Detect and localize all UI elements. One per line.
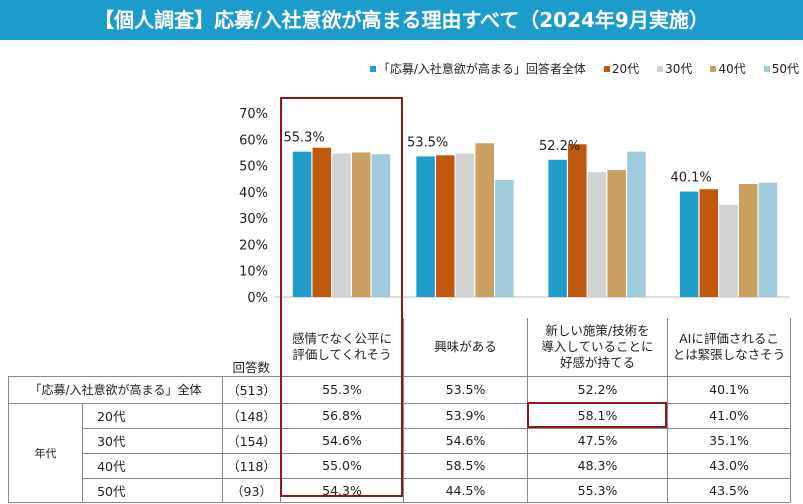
bar: [455, 153, 475, 297]
column-header: 興味がある: [403, 318, 528, 377]
data-label: 40.1%: [670, 171, 711, 186]
response-count: （154）: [222, 427, 281, 454]
bar: [699, 189, 719, 297]
column-header: AIに評価されるこ とは緊張しなさそう: [667, 318, 791, 377]
table-row: 40代 （118） 55.0% 58.5% 48.3% 43.0%: [9, 452, 791, 479]
bar: [475, 143, 494, 297]
table-cell: 54.6%: [280, 427, 404, 454]
table-corner: [9, 318, 223, 376]
table-cell: 55.0%: [280, 452, 404, 479]
table-cell: 48.3%: [527, 452, 668, 479]
table-cell: 52.2%: [527, 375, 668, 404]
response-count: （118）: [222, 452, 281, 479]
legend-item: 30代: [657, 60, 692, 77]
group-label: 年代: [7, 402, 84, 503]
legend-item: 20代: [603, 60, 640, 77]
column-header: 感情でなく公平に 評価してくれそう: [280, 318, 404, 377]
table-cell: 55.3%: [527, 477, 668, 503]
bar: [758, 182, 778, 297]
row-label: 50代: [82, 477, 223, 503]
table-cell: 58.5%: [403, 452, 528, 479]
row-label: 20代: [82, 402, 223, 429]
legend-item: 50代: [763, 60, 799, 77]
legend-label: 40代: [718, 62, 746, 76]
bar: [548, 159, 567, 297]
table-cell: 43.0%: [667, 452, 791, 479]
bar: [568, 144, 587, 297]
bar: [332, 153, 351, 297]
table-row: 年代 20代 （148） 56.8% 53.9% 58.1% 41.0%: [7, 402, 791, 503]
table-cell: 58.1%: [527, 402, 668, 429]
table-cell: 41.0%: [667, 402, 791, 429]
table-row: 「応募/入社意欲が高まる」全体 （513） 55.3% 53.5% 52.2% 40.1%: [8, 375, 791, 404]
table-cell: 53.5%: [403, 375, 528, 404]
table-cell: 55.3%: [280, 375, 404, 404]
response-count: （513）: [222, 375, 281, 404]
table-cell: 44.5%: [403, 477, 528, 503]
bar: [351, 152, 371, 297]
row-label: 「応募/入社意欲が高まる」全体: [8, 375, 223, 404]
bar: [738, 183, 758, 297]
bar: [627, 151, 646, 297]
bar: [416, 156, 435, 297]
table-cell: 35.1%: [667, 427, 791, 454]
page-title: 【個人調査】応募/入社意欲が高まる理由すべて（2024年9月実施）: [0, 0, 803, 40]
table-cell: 43.5%: [667, 477, 791, 503]
y-tick-label: 20%: [239, 238, 268, 253]
table-row: 30代 （154） 54.6% 54.6% 47.5% 35.1%: [9, 427, 791, 454]
table-cell: 53.9%: [403, 402, 528, 429]
y-tick-label: 60%: [239, 133, 268, 148]
legend: 「応募/入社意欲が高まる」回答者全体 20代 30代 40代 50代: [290, 60, 799, 77]
table-row: 50代 （93） 54.3% 44.5% 55.3% 43.5%: [9, 477, 791, 503]
count-header: 回答数: [222, 318, 281, 376]
bar: [495, 180, 514, 297]
data-label: 55.3%: [283, 131, 324, 146]
legend-item: 40代: [710, 60, 746, 77]
y-tick-label: 40%: [239, 186, 268, 201]
table-cell: 47.5%: [527, 427, 668, 454]
bar: [436, 155, 455, 297]
response-count: （93）: [222, 477, 281, 503]
row-label: 40代: [82, 452, 223, 479]
table-cell: 54.6%: [403, 427, 528, 454]
bar-chart: 0% 10% 20% 30% 40% 50% 60% 70% 55.3% 53.5% 52.2% 40…: [239, 107, 790, 306]
legend-swatch: [710, 65, 717, 72]
row-label: 30代: [82, 427, 223, 454]
legend-swatch: [603, 65, 610, 72]
y-tick-label: 30%: [239, 212, 268, 227]
y-tick-label: 0%: [247, 291, 268, 306]
legend-swatch: [369, 65, 376, 72]
bar: [312, 147, 332, 297]
legend-label: 30代: [665, 62, 693, 76]
bar: [719, 204, 738, 297]
y-tick-label: 50%: [239, 160, 268, 175]
data-label: 52.2%: [539, 139, 580, 154]
y-tick-label: 70%: [239, 107, 268, 122]
bar: [371, 154, 391, 297]
legend-item: 「応募/入社意欲が高まる」回答者全体: [369, 60, 586, 77]
legend-label: 「応募/入社意欲が高まる」回答者全体: [377, 62, 586, 76]
bar: [587, 172, 607, 297]
column-header: 新しい施策/技術を 導入していることに 好感が持てる: [527, 318, 668, 377]
bar: [607, 170, 626, 297]
bar: [679, 191, 699, 297]
response-count: （148）: [222, 402, 281, 429]
legend-swatch: [763, 65, 770, 72]
legend-swatch: [657, 65, 664, 72]
table-cell: 56.8%: [280, 402, 404, 429]
legend-label: 50代: [771, 62, 799, 76]
data-label: 53.5%: [407, 135, 448, 150]
legend-label: 20代: [611, 62, 640, 76]
bar: [292, 151, 312, 297]
y-tick-label: 10%: [239, 265, 268, 280]
table-cell: 54.3%: [280, 477, 404, 503]
table-cell: 40.1%: [667, 375, 791, 404]
data-table: 回答数 感情でなく公平に 評価してくれそう 興味がある 新しい施策/技術を 導入してい…: [7, 318, 791, 503]
